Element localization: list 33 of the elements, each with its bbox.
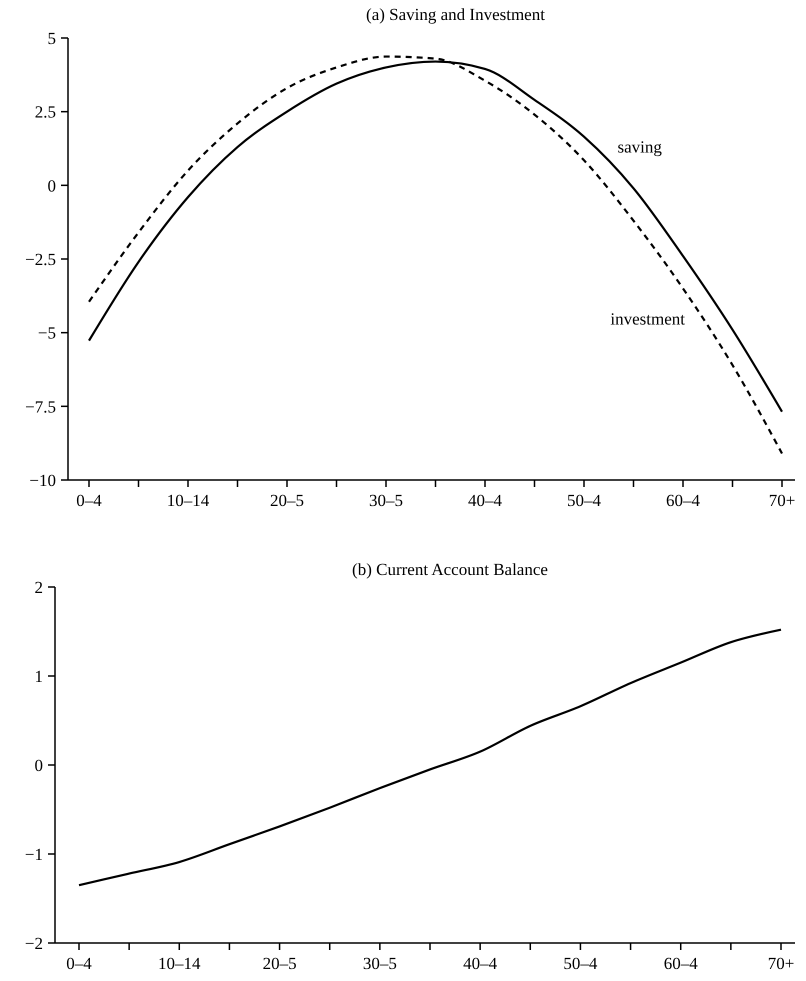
y-tick-label: −10 bbox=[29, 470, 56, 490]
y-tick-label: 0 bbox=[34, 756, 43, 775]
x-tick-label: 60–4 bbox=[666, 491, 700, 510]
x-tick-label: 40–4 bbox=[468, 491, 502, 510]
x-tick-label: 50–4 bbox=[567, 491, 602, 510]
chart-title: (b) Current Account Balance bbox=[352, 560, 548, 579]
x-tick-label: 50–4 bbox=[563, 954, 598, 973]
x-tick-label: 70+ bbox=[768, 954, 794, 973]
x-tick-label: 10–14 bbox=[166, 491, 210, 510]
x-tick-label: 30–5 bbox=[362, 954, 397, 973]
y-tick-label: 5 bbox=[48, 28, 56, 48]
x-tick-label: 60–4 bbox=[664, 954, 698, 973]
series-label: saving bbox=[618, 137, 662, 156]
y-tick-label: −5 bbox=[38, 324, 56, 343]
y-tick-label: 2.5 bbox=[34, 102, 56, 122]
x-tick-label: 10–14 bbox=[158, 954, 202, 973]
x-tick-label: 20–5 bbox=[262, 954, 297, 973]
x-tick-label: 70+ bbox=[768, 491, 796, 510]
y-tick-label: 0 bbox=[48, 176, 56, 196]
y-tick-label: −2.5 bbox=[25, 250, 56, 269]
y-tick-label: 2 bbox=[34, 578, 43, 597]
x-tick-label: 20–5 bbox=[270, 491, 304, 510]
x-tick-label: 40–4 bbox=[463, 954, 498, 973]
y-tick-label: −7.5 bbox=[25, 397, 56, 416]
y-tick-label: 1 bbox=[34, 666, 43, 686]
series-label: investment bbox=[610, 309, 686, 328]
chart-title: (a) Saving and Investment bbox=[366, 5, 546, 24]
y-tick-label: −2 bbox=[24, 934, 43, 953]
x-tick-label: 0–4 bbox=[66, 954, 92, 973]
line-series bbox=[78, 628, 782, 886]
x-tick-label: 30–5 bbox=[369, 491, 403, 510]
y-tick-label: −1 bbox=[24, 844, 43, 864]
x-tick-label: 0–4 bbox=[76, 491, 102, 510]
